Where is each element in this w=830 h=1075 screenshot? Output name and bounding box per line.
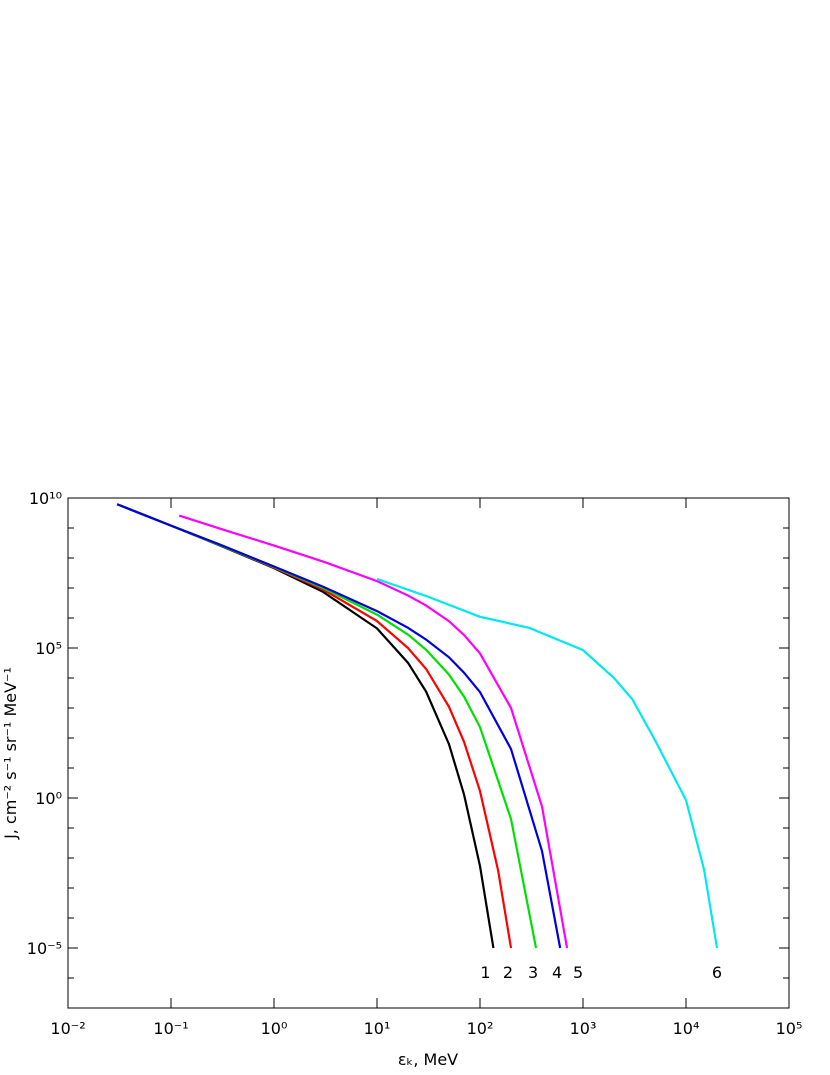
x-tick-label: 10²: [467, 1019, 494, 1038]
y-tick-label: 10⁰: [35, 789, 62, 808]
x-tick-label: 10⁻¹: [153, 1019, 188, 1038]
series-line: [178, 514, 569, 949]
x-tick-label: 10⁰: [261, 1019, 288, 1038]
series-line: [116, 503, 538, 949]
y-tick-label: 10⁵: [35, 639, 62, 658]
plot-frame: [67, 497, 790, 1009]
series-label: 3: [528, 963, 538, 982]
series-line: [376, 577, 719, 949]
series-line: [116, 503, 513, 949]
series-label: 5: [573, 963, 583, 982]
x-tick-label: 10⁵: [776, 1019, 803, 1038]
series-label: 2: [503, 963, 513, 982]
x-tick-label: 10⁻²: [50, 1019, 85, 1038]
series-line: [116, 503, 562, 949]
series-label: 4: [552, 963, 562, 982]
x-tick-label: 10³: [570, 1019, 597, 1038]
series-label: 1: [480, 963, 490, 982]
y-tick-label: 10¹⁰: [29, 489, 62, 508]
series-label: 6: [712, 963, 722, 982]
x-axis-label: εₖ, MeV: [398, 1050, 458, 1069]
x-tick-label: 10¹: [364, 1019, 391, 1038]
y-tick-label: 10⁻⁵: [27, 939, 62, 958]
x-tick-label: 10⁴: [673, 1019, 700, 1038]
y-axis-label: J, cm⁻² s⁻¹ sr⁻¹ MeV⁻¹: [1, 667, 20, 840]
series-line: [116, 503, 495, 949]
